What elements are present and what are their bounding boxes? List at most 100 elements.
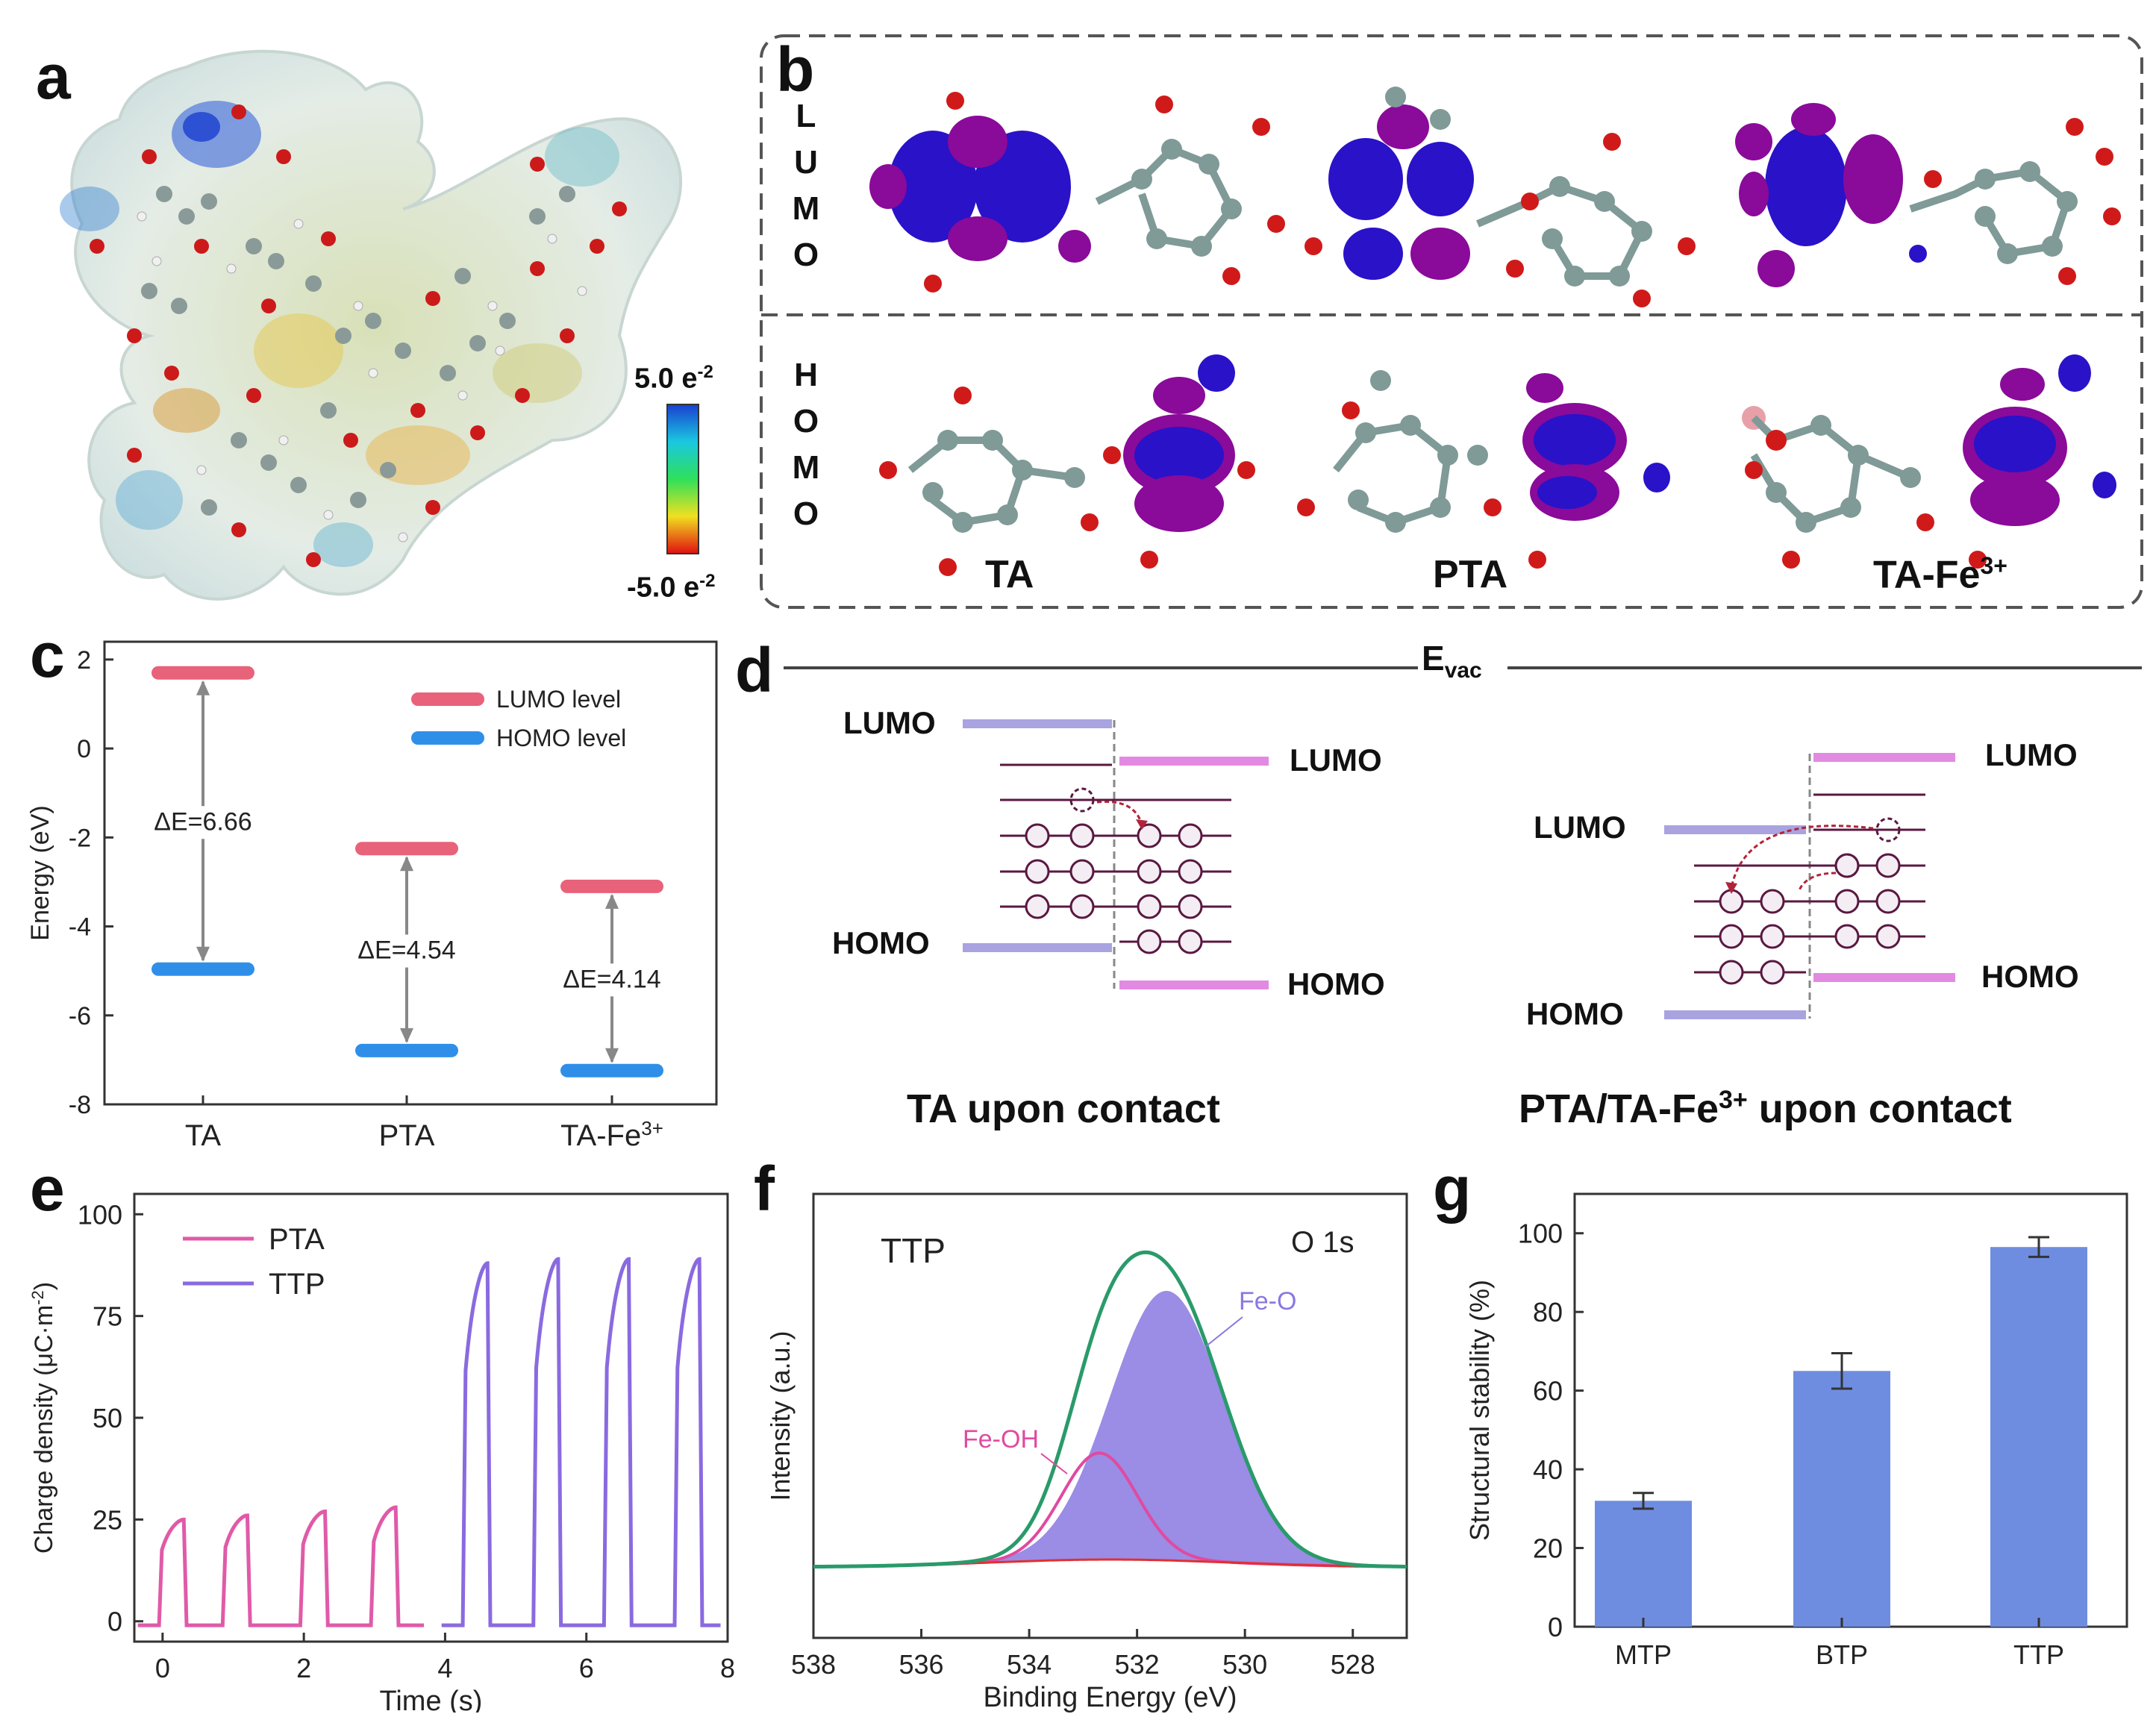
g-ylabel: Structural stability (%) [1464,1280,1495,1541]
d-left-lumo-label-b: LUMO [1290,742,1382,778]
panel-d-letter: d [735,635,774,705]
g-ytick-label: 0 [1548,1612,1563,1642]
d-right-homo-label-a: HOMO [1526,996,1624,1031]
f-xtick-label: 538 [791,1649,836,1680]
g-bar-btp [1793,1371,1890,1627]
f-xtick-label: 536 [899,1649,944,1680]
panel-d-band-diagram [784,666,2142,1019]
c-ytick-label: -4 [69,913,91,942]
g-ytick-label: 60 [1533,1376,1563,1407]
d-left-homo-label-b: HOMO [1287,966,1385,1001]
e-ytick-label: 100 [78,1199,122,1230]
f-peak-leader [1204,1316,1243,1348]
c-ytick-label: 2 [77,646,91,675]
g-xtick-label: MTP [1615,1639,1672,1670]
molecule-label-pta: PTA [1433,553,1508,596]
panel-e-letter: e [30,1154,65,1224]
evac-label: Evac [1422,639,1482,684]
c-gap-label: ΔE=4.54 [357,936,455,965]
c-ytick-label: -6 [69,1002,91,1030]
c-axes-frame [103,640,718,1106]
g-xtick-label: BTP [1816,1639,1868,1670]
d-right-lumo-label-b: LUMO [1985,737,2078,772]
d-right-caption: PTA/TA-Fe3+ upon contact [1519,1086,2012,1131]
g-ytick-label: 80 [1533,1297,1563,1327]
f-xlabel: Binding Energy (eV) [983,1682,1237,1713]
esp-atoms [90,104,627,567]
f-peak-label-feoh: Fe-OH [963,1425,1039,1454]
g-xtick-label: TTP [2013,1639,2064,1670]
c-xtick-label: TA-Fe3+ [560,1117,663,1152]
panel-g-letter: g [1433,1154,1472,1224]
panel-a-esp-map [60,49,699,601]
f-feo-fill [813,1290,1407,1567]
molecule-label-ta: TA [985,553,1034,596]
e-legend-label: PTA [269,1223,325,1256]
e-ytick-label: 50 [93,1403,122,1433]
c-ytick-label: 0 [77,735,91,763]
c-xtick-label: TA [185,1119,221,1152]
c-legend-label: HOMO level [496,725,626,751]
d-left-homo-label-a: HOMO [832,925,930,960]
f-xtick-label: 532 [1115,1649,1160,1680]
c-ylabel: Energy (eV) [26,805,54,940]
g-ytick-label: 40 [1533,1454,1563,1485]
colorbar-max-label: 5.0 e-2 [634,362,713,395]
e-ytick-label: 25 [93,1504,122,1535]
c-ytick-label: -2 [69,824,91,852]
f-xtick-label: 528 [1331,1649,1375,1680]
panel-c-energy-chart: 2 0 -2 -4 -6 -8 Energy (eV) TA PTA TA-Fe3+ ΔE=6.66… [26,640,718,1152]
c-gap-label: ΔE=6.66 [154,807,251,836]
panel-f-xps-chart: 538 536 534 532 530 528 Binding Energy (eV) Int… [765,1192,1408,1713]
e-xtick-label: 6 [579,1653,594,1683]
c-gap-arrowhead [196,946,210,962]
f-envelope-line [813,1250,1407,1569]
panel-g-bar-chart: 0 20 40 60 80 100 Structural stability (%) MTP B… [1464,1192,2128,1670]
g-bar-ttp [1990,1247,2087,1627]
e-xtick-label: 2 [296,1653,311,1683]
panel-a-letter: a [36,42,71,112]
f-title: TTP [881,1231,946,1270]
e-series-ttp [441,1257,721,1627]
panel-b-orbitals [760,34,2143,609]
colorbar-min-label: -5.0 e-2 [627,571,716,604]
c-gap-arrowhead [400,1028,413,1043]
c-xtick-label: PTA [379,1119,435,1152]
left-band-diagram [963,719,1269,989]
f-peak-leader [1040,1453,1068,1474]
e-legend-label: TTP [269,1268,325,1301]
d-right-homo-label-b: HOMO [1981,959,2079,994]
c-gap-arrowhead [400,856,413,872]
e-ylabel: Charge density (μC·m-2) [28,1282,58,1554]
g-bar-mtp [1595,1501,1692,1627]
d-left-lumo-label-a: LUMO [843,705,936,740]
e-series-pta [137,1505,425,1627]
e-xtick-label: 0 [155,1653,170,1683]
panel-b-letter: b [776,34,815,104]
panel-c-letter: c [30,620,65,690]
f-annotation: O 1s [1291,1226,1354,1259]
e-xlabel: Time (s) [380,1686,483,1713]
c-gap-arrowhead [605,893,619,909]
e-xtick-label: 8 [720,1653,735,1683]
c-legend-label: LUMO level [496,686,621,713]
d-left-caption: TA upon contact [907,1086,1220,1131]
d-right-lumo-label-a: LUMO [1534,810,1626,845]
f-ylabel: Intensity (a.u.) [765,1330,796,1501]
e-ytick-label: 75 [93,1301,122,1332]
c-gap-label: ΔE=4.14 [563,965,660,993]
e-xtick-label: 4 [437,1653,452,1683]
f-peak-label-feo: Fe-O [1239,1287,1296,1316]
f-axes-frame [812,1192,1408,1639]
molecule-label-tafe: TA-Fe3+ [1873,552,2007,597]
f-xtick-label: 530 [1222,1649,1267,1680]
c-ytick-label: -8 [69,1091,91,1119]
c-gap-arrowhead [196,680,210,695]
g-ytick-label: 20 [1533,1533,1563,1564]
panel-f-letter: f [754,1154,775,1224]
c-gap-arrowhead [605,1048,619,1063]
panel-e-charge-chart: 0 25 50 75 100 0 2 4 6 8 Time (s) Charge density (μ… [28,1192,735,1713]
right-band-diagram [1664,753,1955,1019]
